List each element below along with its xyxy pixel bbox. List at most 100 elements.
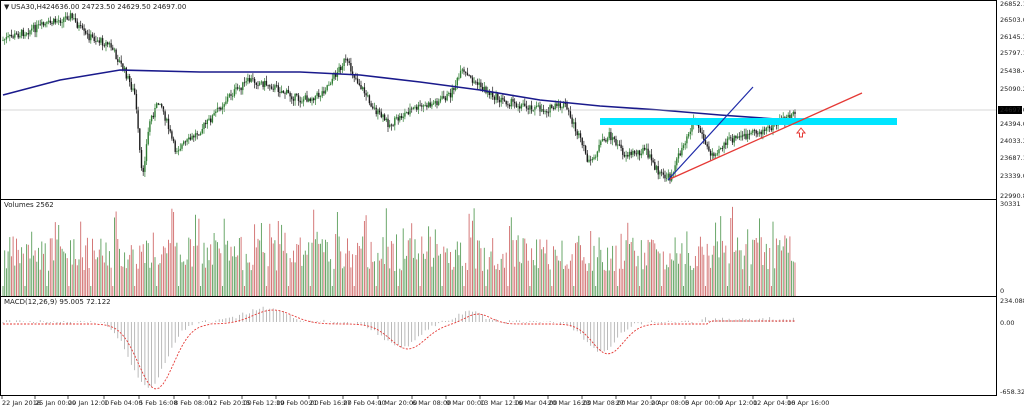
candle-body xyxy=(562,103,565,108)
candle-body xyxy=(105,42,107,46)
candle-body xyxy=(640,153,642,156)
symbol-dropdown-icon[interactable]: ▼ xyxy=(4,3,10,11)
candle-body xyxy=(59,20,62,23)
candle-body xyxy=(139,128,141,150)
price-tick-label: 26503.05 xyxy=(1000,16,1024,24)
candle-body xyxy=(466,72,469,76)
candle-body xyxy=(552,108,555,110)
candle-body xyxy=(551,105,553,108)
candle-body xyxy=(478,82,480,85)
candle-body xyxy=(37,24,40,26)
candle-body xyxy=(240,87,242,91)
candle-body xyxy=(257,84,259,86)
candle-body xyxy=(34,24,36,33)
candle-body xyxy=(127,76,129,79)
candle-body xyxy=(245,81,247,83)
candle-body xyxy=(686,136,688,144)
candle-body xyxy=(299,100,301,103)
candle-body xyxy=(578,133,580,136)
candle-body xyxy=(750,132,752,135)
candle-body xyxy=(660,171,663,173)
ohlc-readout: 24636.00 24723.50 24629.50 24697.00 xyxy=(46,3,186,11)
candle-body xyxy=(427,102,430,108)
candle-body xyxy=(287,89,290,93)
candle-body xyxy=(679,153,681,156)
candle-body xyxy=(473,81,475,83)
candle-body xyxy=(439,98,442,102)
candle-body xyxy=(451,88,453,98)
candle-body xyxy=(353,74,355,78)
price-tick-label: 25797.15 xyxy=(1000,49,1024,57)
candle-body xyxy=(262,81,264,87)
candle-body xyxy=(108,43,111,45)
candle-body xyxy=(529,105,531,110)
candle-body xyxy=(417,104,420,111)
volume-label: Volumes 2562 xyxy=(4,201,54,209)
candle-body xyxy=(115,49,117,59)
candle-body xyxy=(493,97,496,100)
candle-body xyxy=(395,117,398,119)
candle-body xyxy=(632,151,634,155)
candle-body xyxy=(267,85,269,87)
candle-body xyxy=(704,140,707,145)
candle-body xyxy=(156,103,158,108)
candle-body xyxy=(123,67,126,70)
candle-body xyxy=(603,139,605,141)
candle-body xyxy=(385,118,387,121)
candle-body xyxy=(233,89,236,96)
candle-body xyxy=(375,107,377,115)
candle-body xyxy=(475,81,477,83)
candle-body xyxy=(569,111,572,118)
candle-body xyxy=(760,131,762,135)
candle-body xyxy=(554,103,556,110)
candle-body xyxy=(718,149,720,154)
candle-body xyxy=(356,78,359,84)
candle-body xyxy=(58,20,60,22)
volume-layer xyxy=(2,206,796,296)
candle-body xyxy=(321,91,323,97)
candle-body xyxy=(181,144,183,149)
candle-body xyxy=(14,33,16,38)
candle-body xyxy=(73,18,75,19)
candle-body xyxy=(446,94,448,101)
up-arrow-icon xyxy=(795,127,807,138)
candle-body xyxy=(490,92,492,95)
candle-body xyxy=(424,105,426,106)
candle-body xyxy=(581,137,583,146)
current-price-tag xyxy=(998,106,1022,114)
candle-body xyxy=(633,151,636,154)
candle-body xyxy=(492,92,494,97)
candle-body xyxy=(488,91,490,95)
candle-body xyxy=(436,101,438,105)
candle-body xyxy=(586,153,588,162)
candle-body xyxy=(524,103,526,107)
candle-body xyxy=(723,142,725,149)
candle-body xyxy=(80,25,82,26)
candle-body xyxy=(792,112,794,115)
x-tick-label: 8 Feb 08:00 xyxy=(174,399,213,407)
macd-pane-frame xyxy=(0,296,997,396)
candle-body xyxy=(647,148,649,158)
candle-body xyxy=(132,88,134,90)
candle-body xyxy=(346,59,349,62)
candle-body xyxy=(338,66,340,73)
candle-body xyxy=(625,155,627,157)
candle-body xyxy=(584,145,587,154)
candle-body xyxy=(218,107,220,109)
candle-body xyxy=(583,145,585,146)
candle-body xyxy=(85,30,87,34)
candle-body xyxy=(201,129,203,134)
candle-body xyxy=(324,90,327,94)
candle-body xyxy=(61,22,63,24)
candle-body xyxy=(522,103,524,105)
candle-body xyxy=(162,106,165,112)
candle-body xyxy=(319,96,322,97)
candle-body xyxy=(576,131,578,136)
candle-body xyxy=(623,154,626,157)
candle-body xyxy=(302,99,305,102)
candle-body xyxy=(206,119,208,125)
candle-body xyxy=(399,116,401,121)
candle-body xyxy=(416,106,418,111)
candle-body xyxy=(20,29,23,36)
candle-body xyxy=(566,103,568,110)
